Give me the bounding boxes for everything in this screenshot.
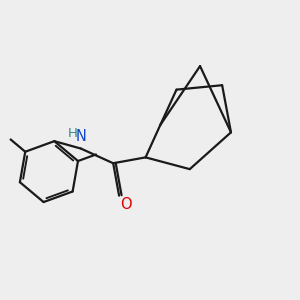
Text: N: N [76, 128, 87, 143]
Text: H: H [68, 127, 77, 140]
Text: O: O [120, 197, 131, 212]
